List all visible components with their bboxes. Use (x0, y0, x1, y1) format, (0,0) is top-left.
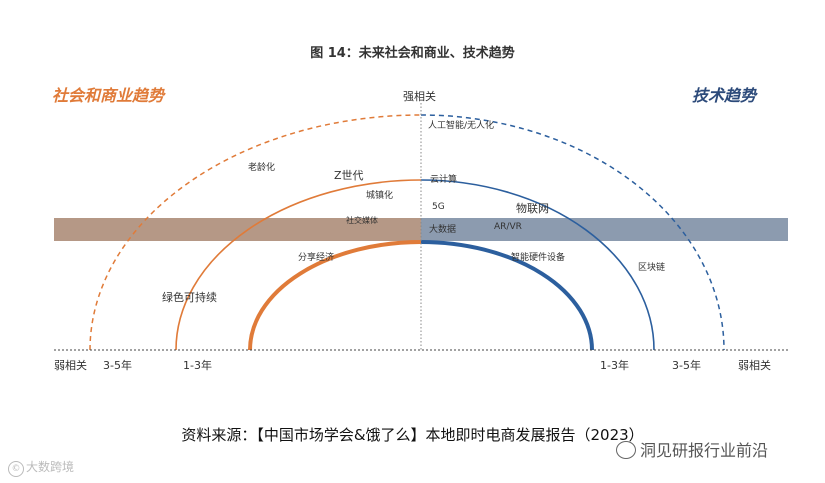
axis-left-3-5: 3-5年 (103, 359, 132, 372)
arc-social-now (248, 240, 422, 351)
copyright-icon: © (8, 461, 24, 477)
label-smart-hardware: 智能硬件设备 (511, 253, 566, 263)
band-tech (421, 218, 788, 241)
watermark-right: 洞见研报行业前沿 (616, 437, 768, 461)
label-big-data: 大数据 (429, 225, 457, 235)
label-ai-unmanned: 人工智能/无人化 (428, 121, 495, 131)
label-iot: 物联网 (516, 202, 549, 215)
watermark-left: © 大数跨境 (8, 458, 74, 477)
arc-tech-1-3 (420, 179, 655, 351)
label-green-sustainable: 绿色可持续 (162, 291, 217, 304)
axis-weak-right: 弱相关 (738, 359, 771, 372)
label-cloud: 云计算 (430, 175, 458, 185)
label-ar-vr: AR/VR (494, 222, 522, 232)
axis-right-1-3: 1-3年 (600, 359, 629, 372)
wechat-icon (616, 441, 636, 459)
watermark-right-text: 洞见研报行业前沿 (640, 441, 769, 460)
tech-trends-header: 技术趋势 (692, 86, 757, 105)
arc-social-1-3 (175, 179, 422, 351)
band-social (54, 218, 421, 241)
arc-tech-3-5 (420, 114, 725, 351)
axis-weak-left: 弱相关 (54, 359, 87, 372)
source-note: 资料来源：【中国市场学会&饿了么】本地即时电商发展报告（2023） (181, 426, 644, 444)
label-5g: 5G (432, 202, 445, 212)
label-sharing-economy: 分享经济 (298, 253, 335, 263)
label-urbanization: 城镇化 (366, 191, 394, 201)
figure-title: 图 14：未来社会和商业、技术趋势 (310, 46, 515, 61)
axis-strong-label: 强相关 (403, 90, 436, 103)
label-gen-z: Z世代 (334, 169, 364, 182)
arc-tech-now (420, 240, 594, 351)
watermark-left-text: 大数跨境 (26, 460, 75, 474)
axis-right-3-5: 3-5年 (672, 359, 701, 372)
label-social-media: 社交媒体 (346, 216, 378, 225)
label-aging: 老龄化 (248, 163, 276, 173)
axis-left-1-3: 1-3年 (183, 359, 212, 372)
label-blockchain: 区块链 (638, 263, 666, 273)
social-trends-header: 社会和商业趋势 (52, 86, 165, 105)
arc-social-3-5 (89, 114, 422, 351)
